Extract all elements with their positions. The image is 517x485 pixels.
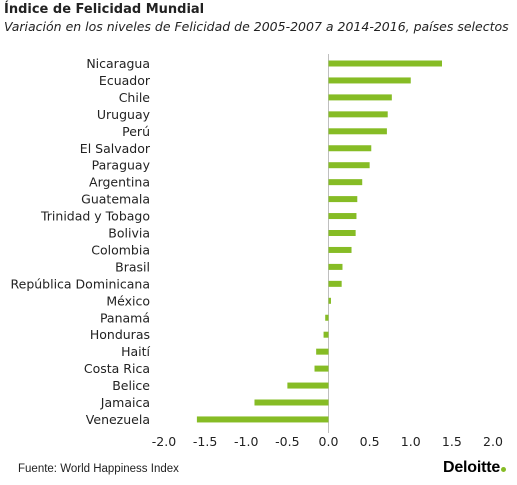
bar [328,94,392,101]
bar [328,145,372,152]
category-label: Nicaragua [86,56,150,71]
bar [328,162,370,169]
category-label: Trinidad y Tobago [40,209,150,224]
category-label: Argentina [89,175,150,190]
category-label: Costa Rica [84,361,150,376]
x-axis-ticks: -2.0 -1.5 -1.0 -0.5 0.0 0.5 1.0 1.5 2.0 [152,434,503,449]
x-tick-label: 1.5 [442,434,462,449]
x-tick-label: 0.5 [360,434,380,449]
category-label: Brasil [115,259,150,274]
bar [325,314,329,321]
bar [328,280,342,287]
bar [328,213,357,220]
x-tick-label: 0.0 [319,434,339,449]
bar [323,331,329,338]
bar [328,297,331,304]
chart-subtitle: Variación en los niveles de Felicidad de… [4,19,509,34]
bar [254,399,329,406]
bar [328,196,358,203]
chart-title: Índice de Felicidad Mundial [4,2,205,17]
category-label: Uruguay [97,107,151,122]
logo-dot [501,467,507,472]
category-label: Jamaica [100,395,150,410]
category-label: Bolivia [108,226,150,241]
x-tick-label: -1.5 [193,434,217,449]
category-label: El Salvador [80,141,151,156]
x-tick-label: 1.0 [401,434,421,449]
category-label: Paraguay [92,158,151,173]
category-label: Colombia [91,242,150,257]
x-tick-label: -2.0 [152,434,176,449]
category-label: Venezuela [86,412,150,427]
x-tick-label: -0.5 [275,434,299,449]
category-label: Guatemala [81,192,150,207]
category-label: México [106,293,150,308]
bar [328,263,343,270]
category-label: República Dominicana [11,276,151,291]
category-label: Panamá [100,310,150,325]
bar [328,128,387,135]
deloitte-logo: Deloitte [443,459,507,477]
bar [328,246,352,253]
x-tick-label: -1.0 [234,434,258,449]
category-label: Haití [121,344,150,359]
bar [328,77,411,84]
category-label: Belice [112,378,150,393]
source-note: Fuente: World Happiness Index [18,463,179,475]
category-labels: Nicaragua Ecuador Chile Uruguay Perú El Salva… [11,56,151,427]
bar [328,179,363,186]
x-tick-label: 2.0 [483,434,503,449]
bars-layer [196,54,442,433]
bar [314,365,329,372]
category-label: Honduras [90,327,150,342]
category-label: Chile [119,90,151,105]
bar [316,348,329,355]
bar [287,382,329,389]
bar [328,230,356,236]
bar [328,111,388,118]
bar [328,60,442,67]
logo-text: Deloitte [443,459,501,476]
category-label: Ecuador [99,73,151,88]
category-label: Perú [122,124,150,139]
bar [196,416,329,423]
